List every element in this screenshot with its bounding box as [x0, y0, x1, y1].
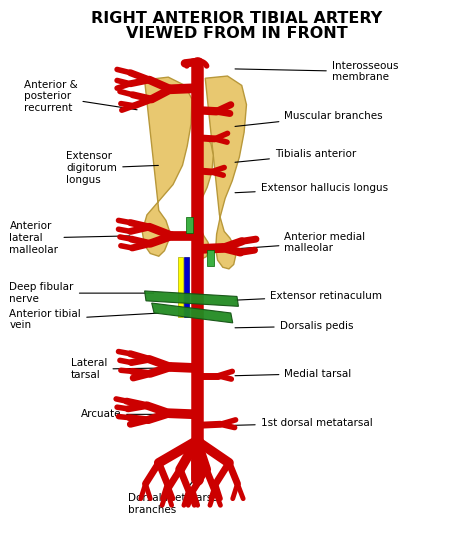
- Text: Extensor retinaculum: Extensor retinaculum: [235, 291, 382, 301]
- FancyBboxPatch shape: [207, 250, 214, 266]
- Polygon shape: [205, 76, 246, 269]
- Text: Anterior medial
malleolar: Anterior medial malleolar: [235, 231, 365, 253]
- Text: Extensor
digitorum
longus: Extensor digitorum longus: [66, 152, 158, 185]
- Text: Anterior tibial
vein: Anterior tibial vein: [9, 309, 158, 331]
- Text: Anterior
lateral
malleolar: Anterior lateral malleolar: [9, 222, 130, 255]
- Text: 1st dorsal metatarsal: 1st dorsal metatarsal: [235, 418, 373, 428]
- Text: Tibialis anterior: Tibialis anterior: [235, 149, 356, 163]
- Text: Medial tarsal: Medial tarsal: [235, 369, 352, 379]
- Text: Deep fibular
nerve: Deep fibular nerve: [9, 282, 154, 304]
- FancyBboxPatch shape: [186, 217, 193, 233]
- Text: Extensor hallucis longus: Extensor hallucis longus: [235, 183, 388, 193]
- Text: RIGHT ANTERIOR TIBIAL ARTERY: RIGHT ANTERIOR TIBIAL ARTERY: [91, 11, 383, 26]
- Text: Muscular branches: Muscular branches: [235, 111, 383, 126]
- Polygon shape: [194, 137, 213, 259]
- Text: Anterior &
posterior
recurrent: Anterior & posterior recurrent: [24, 80, 137, 113]
- Text: Interosseous
membrane: Interosseous membrane: [235, 61, 398, 83]
- Polygon shape: [145, 291, 238, 306]
- FancyBboxPatch shape: [184, 257, 189, 317]
- Text: Dorsalis pedis: Dorsalis pedis: [235, 321, 353, 331]
- Polygon shape: [152, 303, 233, 323]
- Polygon shape: [142, 77, 192, 256]
- FancyBboxPatch shape: [178, 257, 183, 317]
- Text: VIEWED FROM IN FRONT: VIEWED FROM IN FRONT: [126, 26, 348, 41]
- Text: Dorsal metatarsal
branches: Dorsal metatarsal branches: [128, 482, 222, 515]
- Text: Arcuate: Arcuate: [81, 409, 168, 419]
- Text: Lateral
tarsal: Lateral tarsal: [71, 358, 158, 380]
